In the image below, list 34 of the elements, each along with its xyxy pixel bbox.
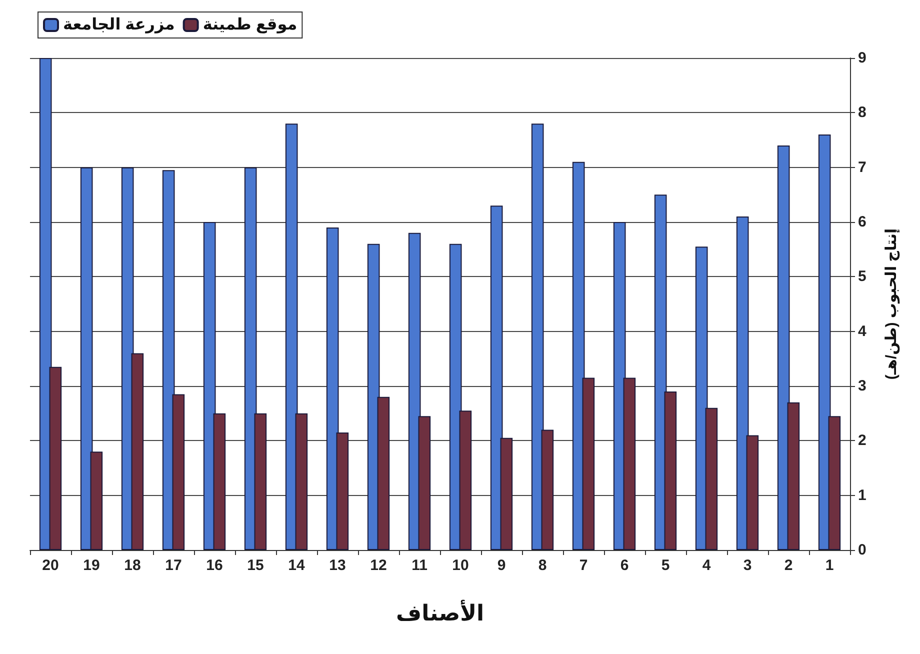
x-axis-title: الأصناف <box>396 600 484 626</box>
x-tick-label: 18 <box>124 557 141 574</box>
x-tick-label: 1 <box>825 557 834 574</box>
x-tick-label: 15 <box>247 557 264 574</box>
y-tick-label: 9 <box>858 50 866 66</box>
y-tick-label: 6 <box>858 214 866 230</box>
y-tick-label: 8 <box>858 104 866 122</box>
x-tick-label: 2 <box>784 557 793 574</box>
legend-label: مزرعة الجامعة <box>63 16 175 34</box>
x-tick-label: 6 <box>620 557 629 574</box>
x-tick-label: 7 <box>579 557 588 574</box>
x-tick-label: 12 <box>370 557 387 574</box>
y-tick-label: 0 <box>858 542 866 558</box>
y-tick-label: 4 <box>858 322 867 340</box>
x-tick-label: 3 <box>743 557 752 574</box>
x-tick-label: 10 <box>452 557 469 574</box>
x-tick-label: 11 <box>412 557 428 574</box>
x-tick-label: 5 <box>661 557 670 574</box>
x-tick-label: 14 <box>288 557 306 574</box>
x-tick-label: 4 <box>702 557 712 574</box>
y-tick-label: 2 <box>858 432 866 450</box>
y-tick-label: 1 <box>858 486 866 504</box>
x-tick-label: 20 <box>42 557 59 574</box>
x-tick-label: 13 <box>329 557 346 574</box>
x-tick-label: 17 <box>165 557 182 574</box>
x-tick-label: 8 <box>538 557 547 574</box>
y-axis-title: إنتاج الحبوب (طن/هـ) <box>883 228 900 380</box>
y-tick-label: 7 <box>858 158 866 176</box>
y-tick-label: 3 <box>858 378 866 394</box>
x-tick-label: 16 <box>206 557 223 574</box>
y-tick-label: 5 <box>858 268 866 286</box>
x-tick-label: 19 <box>83 557 100 574</box>
legend-label: موقع طمينة <box>202 16 298 34</box>
x-tick-label: 9 <box>497 557 506 574</box>
